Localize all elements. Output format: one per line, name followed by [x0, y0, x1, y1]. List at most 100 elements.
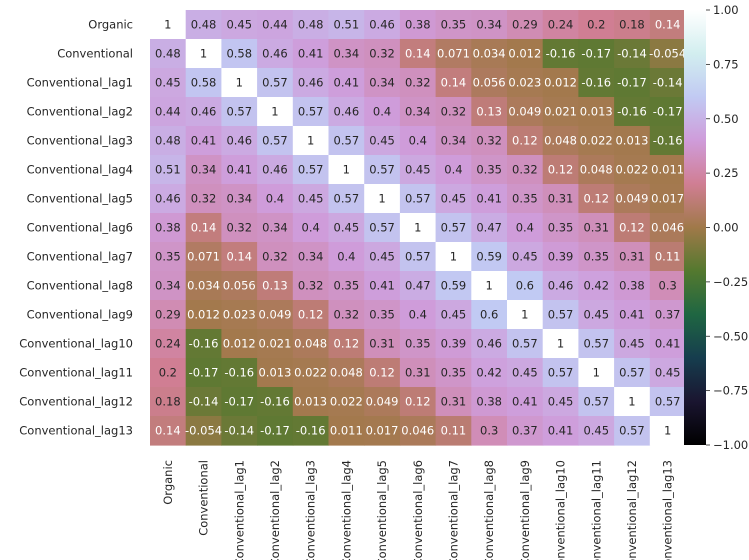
cell-value-label: 0.57 [405, 250, 431, 264]
cell-value-label: 0.57 [548, 366, 574, 380]
cell-value-label: 0.32 [512, 163, 538, 177]
cell-value-label: 0.013 [258, 366, 291, 380]
x-tick-label: Conventional_lag10 [554, 460, 568, 560]
heatmap-cell [542, 416, 579, 446]
cell-value-label: 1 [628, 395, 635, 409]
cell-value-label: 0.39 [548, 250, 574, 264]
cell-value-label: 0.046 [651, 221, 684, 235]
heatmap-cell [614, 329, 651, 359]
heatmap-cell [649, 97, 687, 127]
cell-value-label: 0.12 [298, 308, 324, 322]
cell-value-label: 0.57 [441, 221, 467, 235]
cell-value-label: 0.51 [334, 18, 360, 32]
heatmap-cell [399, 39, 437, 69]
heatmap-cell [185, 213, 222, 243]
heatmap-cell [435, 271, 472, 301]
cell-value-label: 1 [271, 105, 278, 119]
heatmap-cell [257, 155, 294, 185]
cell-value-label: 0.4 [337, 250, 355, 264]
colorbar-tick-label: −0.25 [713, 275, 748, 289]
cell-value-label: 0.57 [512, 337, 538, 351]
heatmap-cell [185, 387, 222, 417]
heatmap-cell [257, 184, 294, 214]
cell-value-label: -0.14 [653, 76, 683, 90]
cell-value-label: 0.47 [405, 279, 431, 293]
cell-value-label: 0.021 [544, 105, 577, 119]
heatmap-cell [399, 329, 437, 359]
heatmap-cell [292, 242, 330, 272]
cell-value-label: 0.34 [226, 192, 252, 206]
heatmap-cell [471, 68, 508, 98]
heatmap-cell [185, 126, 222, 156]
heatmap-cell [542, 387, 579, 417]
heatmap-cell [399, 97, 437, 127]
cell-value-label: 0.58 [226, 47, 252, 61]
cell-value-label: 0.42 [476, 366, 502, 380]
cell-value-label: 0.34 [262, 221, 288, 235]
heatmap-cell [614, 242, 651, 272]
heatmap-cell [471, 213, 508, 243]
cell-value-label: 0.071 [187, 250, 220, 264]
heatmap-cell [542, 155, 579, 185]
heatmap-cell [399, 213, 437, 243]
cell-value-label: 0.017 [366, 424, 399, 438]
heatmap-cell [257, 68, 294, 98]
heatmap-cell [614, 97, 651, 127]
x-tick-label: Conventional_lag8 [482, 460, 496, 560]
cell-value-label: -0.14 [189, 395, 219, 409]
cell-value-label: 0.6 [516, 279, 534, 293]
cell-value-label: 0.29 [512, 18, 538, 32]
y-tick-label: Conventional_lag13 [19, 424, 133, 438]
heatmap-cell [578, 416, 615, 446]
heatmap-cell [399, 242, 437, 272]
cell-value-label: 0.37 [512, 424, 538, 438]
heatmap-cell [435, 358, 472, 388]
cell-value-label: 1 [414, 221, 421, 235]
cell-value-label: 0.46 [298, 76, 324, 90]
heatmap-cell [649, 155, 687, 185]
heatmap-cell [364, 155, 401, 185]
heatmap-cell [185, 155, 222, 185]
cell-value-label: 0.056 [223, 279, 256, 293]
cell-value-label: 0.45 [405, 163, 431, 177]
heatmap-cell [542, 271, 579, 301]
x-tick-label: Conventional_lag5 [375, 460, 389, 560]
heatmap-cell [257, 300, 294, 330]
heatmap-cell [471, 184, 508, 214]
colorbar-tick-label: 0.50 [713, 112, 739, 126]
cell-value-label: 0.32 [441, 105, 467, 119]
cell-value-label: 0.18 [155, 395, 181, 409]
cell-value-label: 0.42 [583, 279, 609, 293]
cell-value-label: 0.29 [155, 308, 181, 322]
cell-value-label: 0.41 [512, 395, 538, 409]
heatmap-cell [328, 416, 365, 446]
cell-value-label: 0.012 [508, 47, 541, 61]
cell-value-label: 1 [236, 76, 243, 90]
cell-value-label: 0.59 [441, 279, 467, 293]
heatmap-cell [435, 184, 472, 214]
heatmap-cell [578, 213, 615, 243]
y-tick-label: Conventional_lag5 [27, 192, 133, 206]
cell-value-label: 0.41 [548, 424, 574, 438]
cell-value-label: 0.34 [155, 279, 181, 293]
heatmap-cell [578, 97, 615, 127]
y-tick-label: Conventional_lag11 [19, 366, 133, 380]
cell-value-label: -0.17 [653, 105, 683, 119]
cell-value-label: 0.049 [366, 395, 399, 409]
cell-value-label: 1 [200, 47, 207, 61]
heatmap-cell [364, 416, 401, 446]
heatmap-cell [292, 184, 330, 214]
x-tick-label: Conventional [197, 460, 211, 536]
heatmap-cell [435, 68, 472, 98]
cell-value-label: 0.45 [441, 308, 467, 322]
heatmap-cell [578, 68, 615, 98]
heatmap-cell [257, 387, 294, 417]
heatmap-cell [507, 300, 544, 330]
cell-value-label: 0.32 [476, 134, 502, 148]
x-tick-label: Conventional_lag6 [411, 460, 425, 560]
x-tick-label: Conventional_lag3 [304, 460, 318, 560]
colorbar-tick-label: −1.00 [713, 438, 748, 452]
heatmap-cell [328, 184, 365, 214]
cell-value-label: -0.17 [224, 395, 254, 409]
heatmap-cell [542, 126, 579, 156]
